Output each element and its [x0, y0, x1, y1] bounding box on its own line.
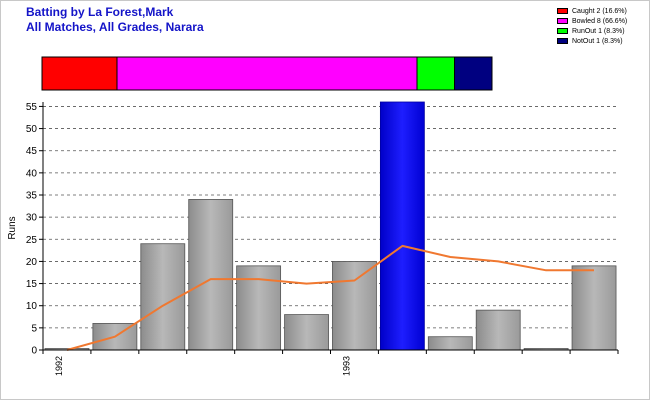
grid-lines: [43, 106, 618, 329]
bar: [427, 336, 473, 351]
average-line: [66, 244, 594, 351]
y-tick-label: 25: [26, 235, 38, 246]
legend-label-caught: Caught 2 (16.6%): [572, 7, 627, 15]
bar: [571, 265, 617, 351]
breakdown-segment-notout: [454, 56, 493, 91]
legend-item-runout: RunOut 1 (8.3%): [557, 26, 627, 36]
y-tick-label: 15: [26, 279, 38, 290]
y-axis-label: Runs: [7, 216, 18, 239]
legend-swatch-runout: [557, 28, 568, 34]
x-axis-ticks: 1992 1993: [42, 350, 619, 376]
bar: [332, 261, 377, 351]
bar: [475, 309, 521, 351]
y-axis-ticks: 0 5 10 15 20 25 30 35 40 45 50 55: [26, 102, 43, 357]
y-tick-label: 35: [26, 191, 38, 202]
y-tick-label: 0: [31, 346, 37, 357]
y-tick-label: 50: [26, 124, 38, 135]
average-line-group: [66, 244, 594, 351]
chart-title: Batting by La Forest,Mark: [26, 5, 174, 19]
y-tick-label: 45: [26, 146, 38, 157]
axes: [42, 102, 618, 351]
dismissal-breakdown-bar: [41, 56, 493, 91]
y-tick-label: 30: [26, 213, 38, 224]
legend-item-notout: NotOut 1 (8.3%): [557, 36, 627, 46]
breakdown-segment-runout: [416, 56, 455, 91]
legend-label-runout: RunOut 1 (8.3%): [572, 27, 625, 35]
legend-item-bowled: Bowled 8 (66.6%): [557, 16, 627, 26]
x-tick-label: 1993: [341, 356, 351, 376]
y-tick-label: 10: [26, 301, 38, 312]
chart-subtitle: All Matches, All Grades, Narara: [26, 20, 204, 34]
breakdown-segment-caught: [41, 56, 118, 91]
legend: Caught 2 (16.6%) Bowled 8 (66.6%) RunOut…: [557, 6, 627, 46]
bar: [188, 199, 234, 351]
legend-swatch-notout: [557, 38, 568, 44]
bars: [44, 101, 617, 351]
y-tick-label: 55: [26, 102, 38, 113]
breakdown-segment-bowled: [116, 56, 418, 91]
y-tick-label: 5: [31, 323, 37, 334]
bar: [284, 314, 329, 351]
y-tick-label: 20: [26, 257, 38, 268]
legend-label-notout: NotOut 1 (8.3%): [572, 37, 623, 45]
bar: [379, 101, 425, 351]
legend-label-bowled: Bowled 8 (66.6%): [572, 17, 628, 25]
x-tick-label: 1992: [54, 356, 64, 376]
legend-item-caught: Caught 2 (16.6%): [557, 6, 627, 16]
legend-swatch-bowled: [557, 18, 568, 24]
y-tick-label: 40: [26, 168, 38, 179]
legend-swatch-caught: [557, 8, 568, 14]
